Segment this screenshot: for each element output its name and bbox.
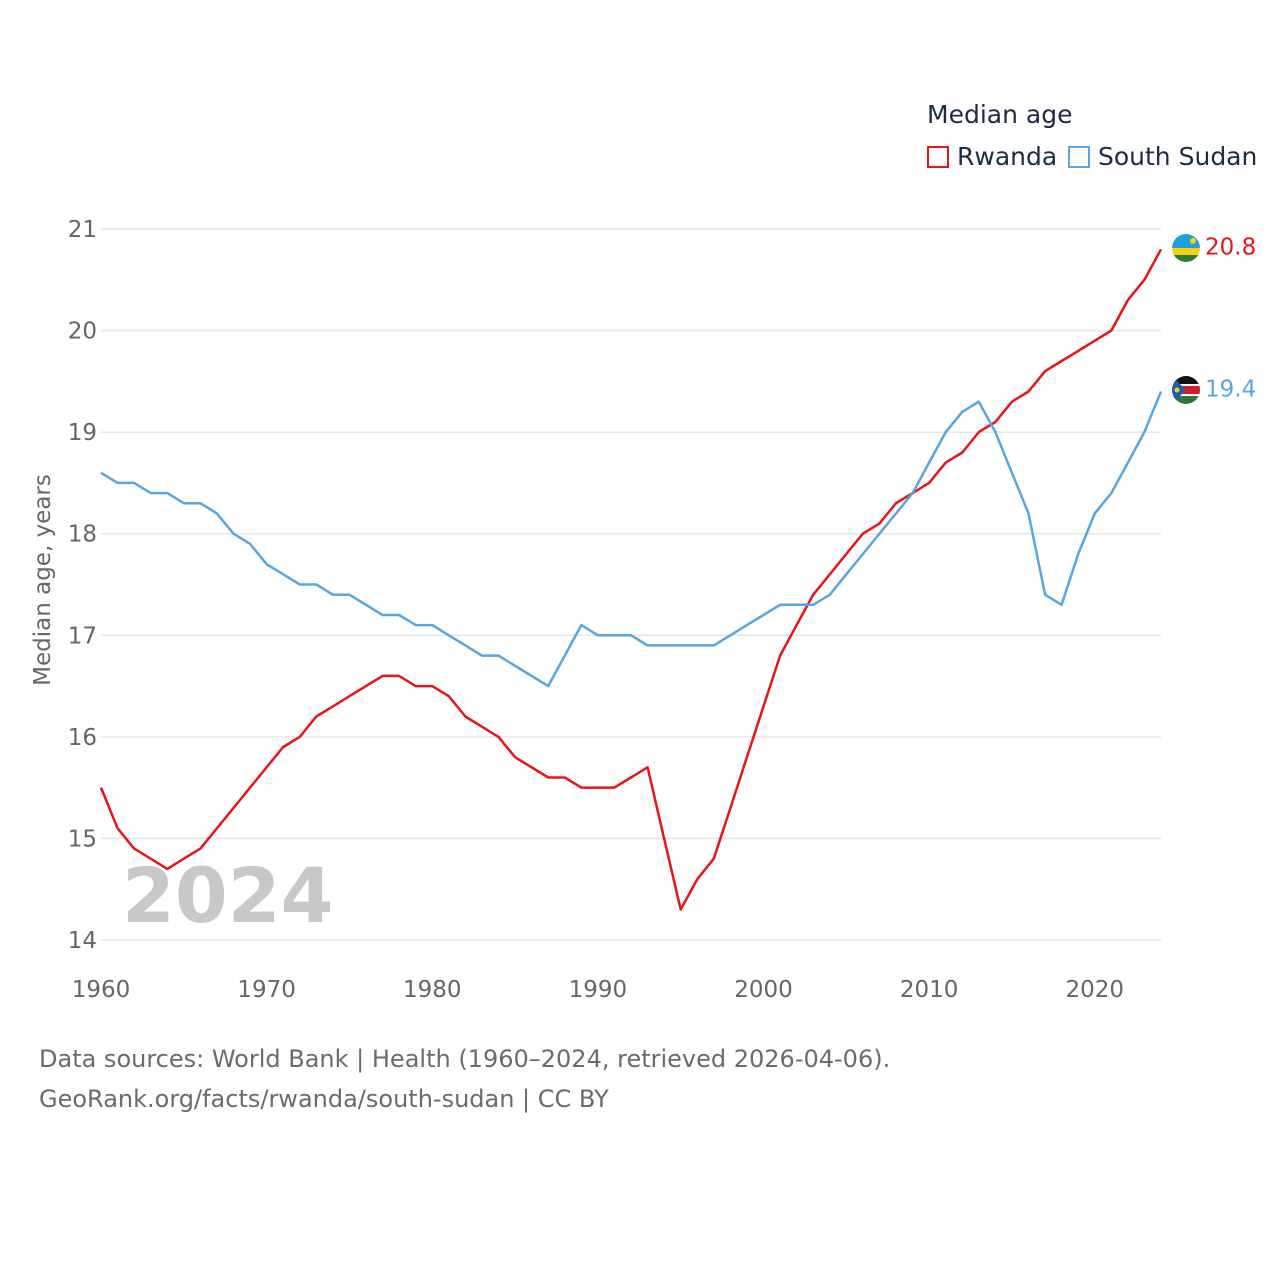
y-tick-label: 20	[68, 319, 97, 345]
legend-item-south-sudan[interactable]: South Sudan	[1068, 142, 1257, 171]
y-tick-label: 18	[68, 522, 97, 548]
rwanda-flag-icon	[1172, 234, 1200, 262]
y-tick-label: 17	[68, 623, 97, 649]
end-labels: 20.8 19.4	[1205, 234, 1256, 402]
series-lines	[99, 248, 1163, 911]
x-tick-label: 2020	[1065, 977, 1124, 1003]
end-label-south-sudan: 19.4	[1205, 377, 1256, 403]
legend-label-south-sudan: South Sudan	[1098, 142, 1258, 171]
y-tick-label: 21	[68, 217, 97, 243]
legend-label-rwanda: Rwanda	[957, 142, 1058, 171]
y-tick-label: 19	[68, 420, 97, 446]
source-line: Data sources: World Bank | Health (1960–…	[39, 1045, 891, 1073]
grid-lines	[101, 228, 1161, 941]
x-tick-label: 1980	[403, 977, 462, 1003]
y-tick-label: 14	[68, 928, 97, 954]
year-overlay: 2024	[122, 851, 334, 940]
y-tick-label: 15	[68, 826, 97, 852]
x-axis-ticks: 1960 1970 1980 1990 2000 2010 2020	[72, 977, 1124, 1003]
x-tick-label: 2010	[900, 977, 959, 1003]
south-sudan-flag-icon	[1172, 376, 1200, 404]
y-axis-ticks: 14 15 16 17 18 19 20 21	[68, 217, 97, 954]
x-tick-label: 2000	[734, 977, 793, 1003]
x-tick-label: 1990	[569, 977, 628, 1003]
y-axis-label: Median age, years	[30, 474, 56, 686]
end-label-rwanda: 20.8	[1205, 234, 1256, 260]
series-line-south-sudan[interactable]	[100, 391, 1163, 688]
legend-swatch-south-sudan	[1068, 145, 1090, 168]
legend-swatch-rwanda	[927, 145, 949, 168]
x-tick-label: 1960	[72, 977, 131, 1003]
y-tick-label: 16	[68, 725, 97, 751]
source-url[interactable]: GeoRank.org/facts/rwanda/south-sudan | C…	[39, 1085, 609, 1113]
series-line-rwanda[interactable]	[99, 248, 1163, 911]
legend-item-rwanda[interactable]: Rwanda	[927, 142, 1057, 171]
legend-title: Median age	[927, 100, 1073, 129]
x-tick-label: 1970	[237, 977, 296, 1003]
